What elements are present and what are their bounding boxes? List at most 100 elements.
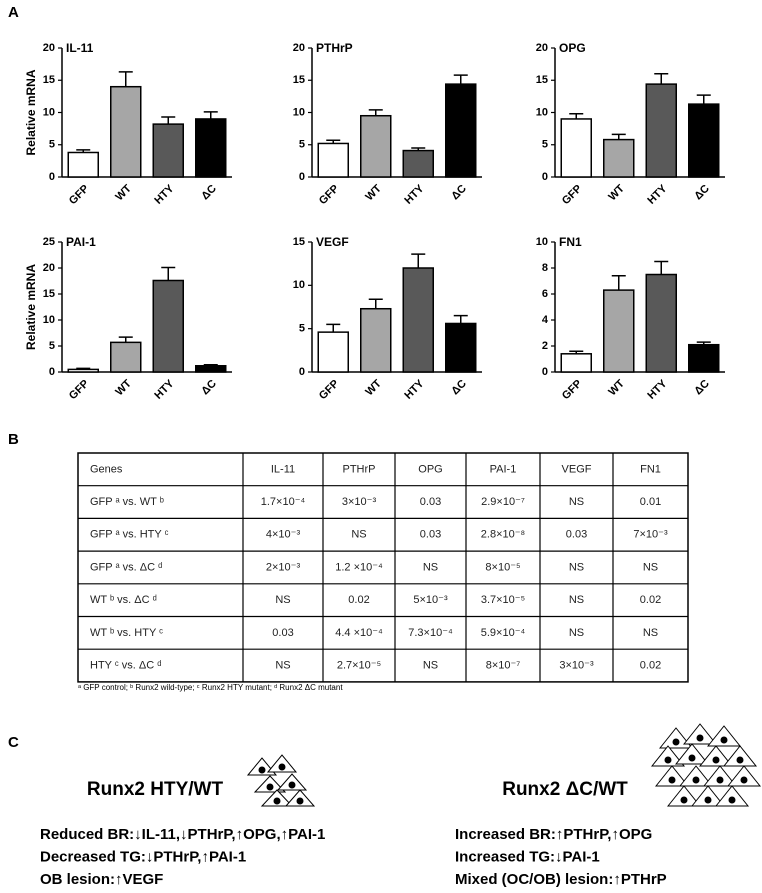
- table-cell: NS: [643, 561, 658, 573]
- table-cell: GFP ᵃ vs. HTY ᶜ: [90, 529, 169, 541]
- x-tick-label: WT: [363, 377, 384, 398]
- table-cell: WT ᵇ vs. ΔC ᵈ: [90, 594, 157, 606]
- x-tick-label: HTY: [402, 377, 427, 402]
- x-tick-label: GFP: [317, 378, 341, 402]
- bar: [195, 365, 227, 373]
- error-bar: [569, 113, 584, 119]
- y-axis-label: Relative mRNA: [24, 264, 38, 350]
- bar: [195, 118, 227, 178]
- chart-title: OPG: [559, 41, 586, 55]
- y-tick-label: 0: [299, 171, 305, 183]
- table-cell: 7×10⁻³: [633, 529, 668, 541]
- panel-label: A: [8, 4, 19, 21]
- table-cell: NS: [275, 659, 290, 671]
- y-tick-label: 15: [43, 74, 55, 86]
- y-tick-label: 0: [49, 171, 55, 183]
- table-cell: 4×10⁻³: [266, 529, 301, 541]
- table-cell: HTY ᶜ vs. ΔC ᵈ: [90, 659, 161, 671]
- summary-line: Increased TG:↓PAI-1: [455, 848, 600, 865]
- y-tick-label: 10: [43, 106, 55, 118]
- table-cell: 2.8×10⁻⁸: [481, 529, 525, 541]
- cells-left: [246, 754, 316, 807]
- x-tick-label: WT: [363, 182, 384, 203]
- chart-title: PTHrP: [316, 41, 353, 55]
- cells-right: [650, 723, 762, 807]
- table-cell: 8×10⁻⁵: [485, 561, 520, 573]
- table-cell: NS: [351, 529, 366, 541]
- y-tick-label: 5: [299, 323, 305, 335]
- table-cell: NS: [569, 561, 584, 573]
- summary-title: Runx2 HTY/WT: [87, 779, 224, 800]
- x-tick-label: ΔC: [199, 378, 219, 398]
- y-tick-label: 0: [49, 366, 55, 378]
- chart-title: IL-11: [66, 41, 94, 55]
- x-tick-label: WT: [606, 182, 627, 203]
- bar: [67, 368, 99, 373]
- x-tick-label: ΔC: [449, 378, 469, 398]
- bar: [560, 353, 592, 373]
- bar: [688, 103, 720, 178]
- x-tick-label: GFP: [67, 378, 91, 402]
- y-tick-label: 10: [536, 236, 548, 248]
- y-tick-label: 20: [43, 42, 55, 54]
- x-tick-label: WT: [113, 182, 134, 203]
- x-tick-label: ΔC: [692, 378, 712, 398]
- summary-line: Reduced BR:↓IL-11,↓PTHrP,↑OPG,↑PAI-1: [40, 826, 325, 843]
- y-tick-label: 15: [293, 74, 305, 86]
- bar: [317, 142, 349, 178]
- error-bar: [569, 350, 584, 354]
- summary-line: OB lesion:↑VEGF: [40, 871, 163, 888]
- table-cell: 2.7×10⁻⁵: [337, 659, 381, 671]
- table-cell: GFP ᵃ vs. ΔC ᵈ: [90, 561, 162, 573]
- y-tick-label: 0: [542, 171, 548, 183]
- error-bar: [411, 147, 426, 151]
- error-bar: [161, 266, 176, 281]
- bar: [603, 138, 635, 178]
- bar: [445, 83, 477, 178]
- x-tick-label: HTY: [152, 377, 177, 402]
- y-axis-label: Relative mRNA: [24, 69, 38, 155]
- error-bar: [76, 367, 91, 370]
- bar: [402, 267, 434, 373]
- error-bar: [203, 111, 218, 119]
- table-cell: NS: [569, 594, 584, 606]
- x-tick-label: GFP: [67, 183, 91, 207]
- bar: [445, 322, 477, 373]
- bar: [603, 289, 635, 373]
- x-tick-label: GFP: [560, 378, 584, 402]
- chart-title: PAI-1: [66, 235, 96, 249]
- error-bar: [368, 298, 383, 309]
- error-bar: [654, 73, 669, 85]
- error-bar: [611, 133, 626, 140]
- error-bar: [76, 149, 91, 153]
- table-cell: 0.03: [420, 529, 441, 541]
- summary-line: Mixed (OC/OB) lesion:↑PTHrP: [455, 871, 667, 888]
- chart-title: VEGF: [316, 235, 349, 249]
- table-cell: NS: [275, 594, 290, 606]
- table-cell: PAI-1: [490, 463, 517, 475]
- bar: [560, 118, 592, 178]
- y-tick-label: 15: [43, 288, 55, 300]
- bar: [110, 341, 142, 373]
- table-cell: IL-11: [271, 463, 295, 475]
- error-bar: [453, 74, 468, 85]
- y-tick-label: 0: [299, 366, 305, 378]
- y-tick-label: 15: [293, 236, 305, 248]
- table-cell: 0.03: [566, 529, 587, 541]
- error-bar: [326, 323, 341, 333]
- table-cell: 0.02: [348, 594, 369, 606]
- error-bar: [696, 341, 711, 345]
- error-bar: [118, 336, 133, 343]
- table-cell: GFP ᵃ vs. WT ᵇ: [90, 496, 164, 508]
- table-cell: 1.2 ×10⁻⁴: [335, 561, 383, 573]
- error-bar: [161, 116, 176, 125]
- error-bar: [453, 314, 468, 324]
- x-tick-label: HTY: [645, 377, 670, 402]
- table-border: [77, 452, 689, 683]
- table-cell: 0.03: [420, 496, 441, 508]
- error-bar: [368, 109, 383, 116]
- table-cell: PTHrP: [343, 463, 376, 475]
- table-footnote: ᵃ GFP control; ᵇ Runx2 wild-type; ᶜ Runx…: [78, 683, 343, 692]
- bar: [402, 149, 434, 178]
- y-tick-label: 4: [542, 314, 549, 326]
